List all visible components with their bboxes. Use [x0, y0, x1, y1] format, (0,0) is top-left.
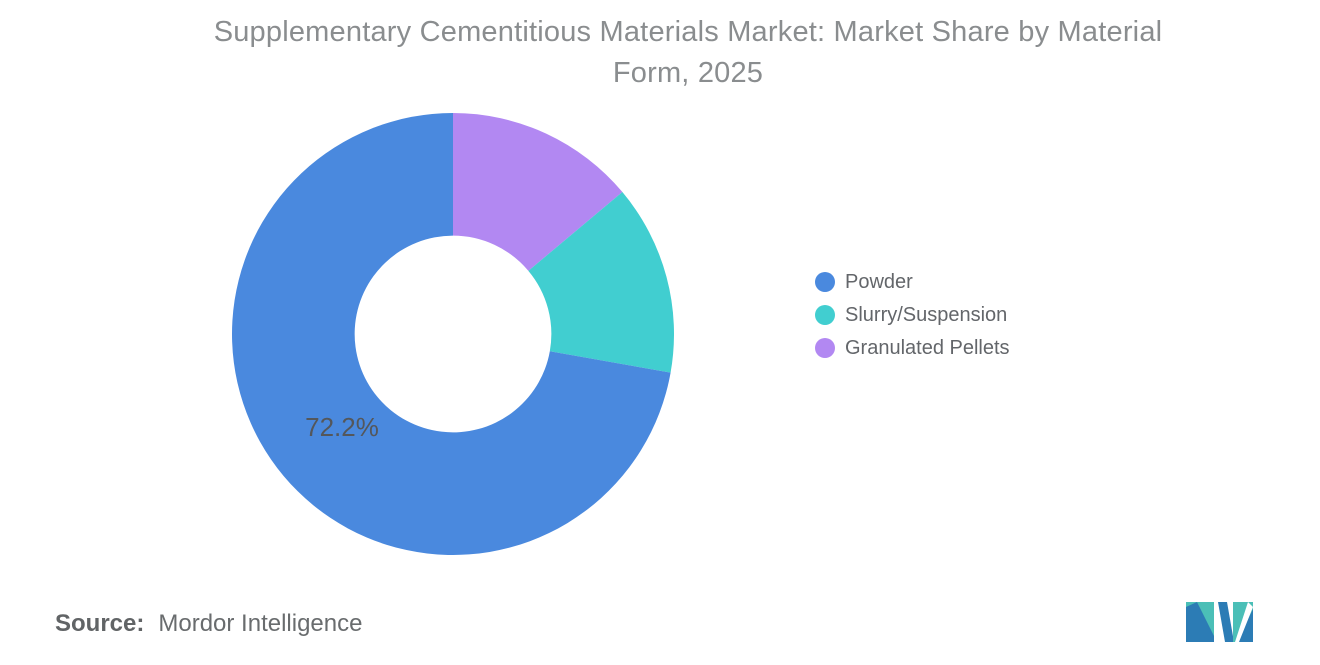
chart-title: Supplementary Cementitious Materials Mar… — [56, 12, 1320, 94]
powder-slice-label: 72.2% — [305, 412, 379, 442]
legend-label-granulated-pellets: Granulated Pellets — [845, 336, 1010, 359]
legend-swatch-icon-granulated-pellets — [815, 338, 835, 358]
logo-shape-6 — [1235, 602, 1253, 642]
logo-shape-1 — [1186, 602, 1214, 642]
mordor-intelligence-logo-icon — [1186, 602, 1253, 642]
mordor-intelligence-logo — [1186, 601, 1253, 643]
slice-slurry-suspension[interactable] — [528, 192, 674, 373]
donut-chart-svg[interactable] — [232, 113, 674, 555]
chart-legend: Powder Slurry/Suspension Granulated Pellet… — [815, 270, 1010, 371]
source-label: Source: — [55, 610, 145, 637]
source-line: Source: Mordor Intelligence — [55, 610, 362, 638]
source-value: Mordor Intelligence — [158, 610, 363, 637]
legend-label-powder: Powder — [845, 270, 913, 293]
legend-label-slurry-suspension: Slurry/Suspension — [845, 303, 1008, 326]
legend-swatch-icon-slurry-suspension — [815, 305, 835, 325]
chart-title-line-2: Form, 2025 — [612, 57, 764, 89]
legend-item-powder: Powder — [815, 270, 1010, 293]
slice-powder[interactable] — [232, 113, 671, 555]
legend-item-granulated-pellets: Granulated Pellets — [815, 336, 1010, 359]
donut-chart[interactable]: 72.2% — [232, 113, 674, 555]
legend-item-slurry-suspension: Slurry/Suspension — [815, 303, 1010, 326]
slice-granulated-pellets[interactable] — [453, 113, 623, 271]
logo-shape-3 — [1218, 602, 1234, 642]
legend-swatch-icon-powder — [815, 272, 835, 292]
chart-title-line-1: Supplementary Cementitious Materials Mar… — [213, 16, 1163, 48]
